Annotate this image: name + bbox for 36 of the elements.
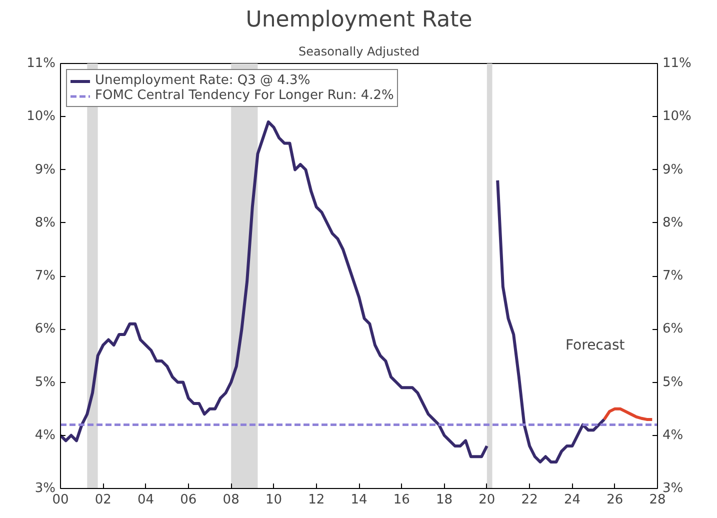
y-tick-label: 8% [34, 215, 56, 230]
y2-tick-label: 6% [662, 322, 684, 337]
y2-tick-label: 4% [662, 428, 684, 443]
y2-tick-label: 8% [662, 215, 684, 230]
x-tick-label: 16 [393, 492, 410, 508]
legend-label: FOMC Central Tendency For Longer Run: 4.2% [95, 88, 394, 103]
x-tick-label: 20 [478, 492, 496, 508]
y-tick-label: 9% [34, 162, 56, 178]
y2-tick-label: 7% [662, 268, 684, 284]
y2-tick-label: 11% [662, 56, 692, 71]
x-tick-label: 14 [350, 492, 368, 508]
y-tick-label: 11% [26, 56, 56, 71]
x-tick-label: 02 [94, 492, 112, 508]
x-tick-label: 18 [436, 492, 453, 508]
y2-tick-label: 10% [662, 109, 692, 124]
chart-subtitle: Seasonally Adjusted [298, 44, 420, 58]
x-tick-label: 24 [564, 492, 580, 508]
y-tick-label: 5% [34, 374, 56, 390]
x-tick-label: 28 [649, 492, 666, 508]
legend-label: Unemployment Rate: Q3 @ 4.3% [95, 73, 310, 88]
x-tick-label: 04 [138, 492, 154, 508]
x-tick-label: 22 [521, 492, 538, 508]
line-series [602, 407, 654, 421]
y-tick-label: 7% [34, 268, 56, 284]
y2-tick-label: 5% [662, 374, 684, 390]
y-tick-label: 4% [34, 428, 56, 443]
y2-tick-label: 9% [662, 162, 684, 178]
x-tick-label: 12 [308, 492, 325, 508]
x-tick-label: 10 [265, 492, 282, 508]
y-tick-label: 6% [34, 322, 56, 337]
x-tick-label: 08 [222, 492, 240, 508]
y-tick-label: 10% [26, 109, 56, 124]
x-tick-label: 06 [180, 492, 197, 508]
chart-title: Unemployment Rate [246, 8, 472, 32]
annotation: Forecast [566, 338, 626, 354]
x-tick-label: 26 [606, 492, 624, 508]
